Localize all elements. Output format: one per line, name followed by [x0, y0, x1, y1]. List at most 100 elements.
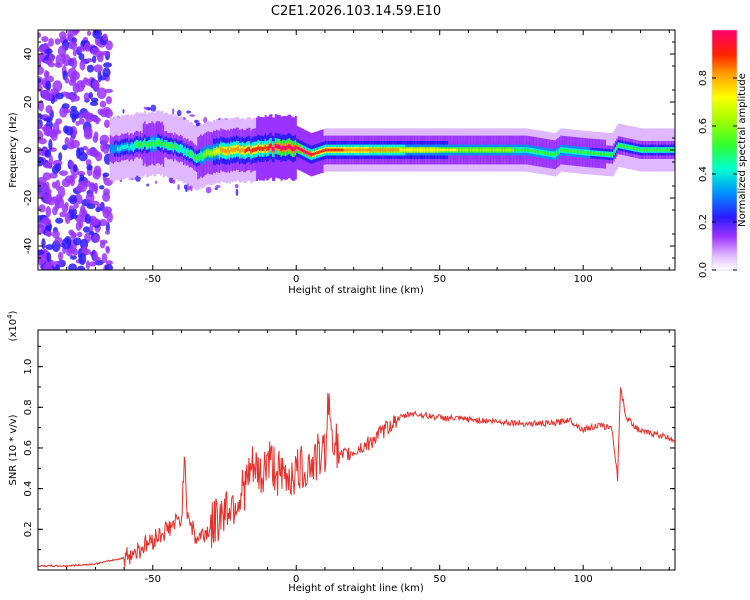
noise-speckle [88, 92, 94, 100]
ridge-cell [489, 148, 492, 152]
ridge-cell [339, 148, 342, 152]
ridge-cell [413, 148, 416, 152]
ridge-cell [218, 149, 221, 154]
ridge-cell [313, 152, 316, 156]
ridge-cell [606, 152, 609, 156]
noise-speckle [38, 58, 42, 69]
ridge-cell [221, 148, 224, 153]
ridge-cell [201, 154, 204, 159]
ridge-cell [431, 148, 434, 152]
ridge-cell [484, 148, 487, 152]
ridge-cell [485, 148, 488, 152]
noise-speckle [146, 183, 150, 187]
ridge-cell [583, 150, 586, 154]
colorbar-tick-label: 0.8 [698, 70, 709, 86]
snr-y-multiplier: (x104) [6, 310, 19, 341]
ridge-cell [581, 150, 584, 154]
noise-speckle [104, 230, 111, 235]
noise-speckle [71, 113, 77, 123]
ridge-cell [144, 140, 147, 145]
ridge-cell [521, 148, 524, 152]
noise-speckle [70, 139, 80, 149]
snr-background [38, 330, 675, 570]
ridge-cell [194, 155, 197, 160]
ridge-cell [126, 143, 129, 148]
ridge-cell [577, 150, 580, 154]
ridge-cell [346, 148, 349, 152]
ridge-cell [518, 148, 521, 152]
noise-speckle [104, 264, 113, 270]
noise-speckle [38, 32, 42, 39]
chart-title: C2E1.2026.103.14.59.E10 [271, 4, 441, 19]
ridge-cell [598, 152, 601, 156]
ridge-cell [124, 144, 127, 149]
ridge-cell [634, 147, 637, 151]
noise-speckle [62, 108, 71, 114]
noise-speckle [44, 264, 53, 270]
noise-speckle [105, 222, 110, 233]
ridge-cell [557, 150, 560, 154]
ridge-cell [363, 148, 366, 152]
ridge-cell [172, 146, 175, 151]
ridge-cell [574, 150, 577, 153]
ridge-cell [257, 145, 260, 150]
ridge-cell [405, 148, 408, 152]
ridge-cell [352, 148, 355, 152]
ridge-cell [365, 148, 368, 152]
ridge-cell [178, 147, 181, 152]
colorbar-ticks: 0.0 0.2 0.4 0.6 0.8 [698, 70, 737, 278]
ridge-cell [148, 141, 151, 147]
ridge-cell [213, 149, 216, 154]
noise-speckle [58, 170, 69, 176]
noise-speckle [64, 212, 71, 224]
ridge-cell [534, 150, 537, 153]
ridge-cell [204, 152, 207, 157]
ridge-cell [185, 150, 188, 155]
ridge-cell [478, 148, 481, 152]
noise-speckle [61, 178, 71, 188]
ridge-cell [198, 155, 201, 160]
ridge-cell [512, 148, 515, 152]
x-tick-label: 50 [433, 274, 446, 285]
colorbar-tick-label: 0.0 [698, 262, 709, 278]
ridge-cell [286, 145, 289, 150]
ridge-cell [230, 147, 233, 152]
ridge-cell [168, 144, 171, 149]
noise-speckle [76, 231, 83, 238]
noise-speckle [73, 164, 78, 173]
ridge-cell [587, 151, 590, 155]
noise-speckle [105, 96, 112, 105]
ridge-cell [510, 148, 513, 152]
ridge-cell [477, 148, 480, 152]
noise-speckle [171, 108, 175, 115]
noise-speckle [45, 105, 53, 114]
noise-speckle [102, 67, 111, 78]
noise-speckle [44, 48, 53, 55]
ridge-cell [366, 148, 369, 152]
ridge-cell [187, 149, 190, 154]
ridge-cell [317, 150, 320, 154]
noise-speckle [64, 77, 70, 84]
noise-speckle [64, 137, 70, 146]
ridge-cell [383, 148, 386, 152]
ridge-cell [563, 148, 566, 152]
ridge-cell [142, 142, 145, 147]
ridge-cell [119, 146, 122, 151]
ridge-cell [151, 140, 154, 145]
ridge-cell [421, 148, 424, 152]
ridge-cell [223, 148, 226, 153]
noise-speckle [155, 180, 158, 184]
noise-speckle [92, 150, 100, 159]
ridge-cell [233, 147, 236, 152]
ridge-cell [372, 148, 375, 152]
ridge-cell [177, 146, 180, 151]
ridge-cell [442, 148, 445, 152]
noise-speckle [150, 104, 157, 112]
noise-speckle [215, 184, 221, 189]
noise-speckle [48, 139, 53, 151]
ridge-cell [444, 148, 447, 152]
noise-speckle [83, 126, 93, 138]
ridge-cell [134, 143, 137, 148]
ridge-cell [253, 147, 256, 152]
